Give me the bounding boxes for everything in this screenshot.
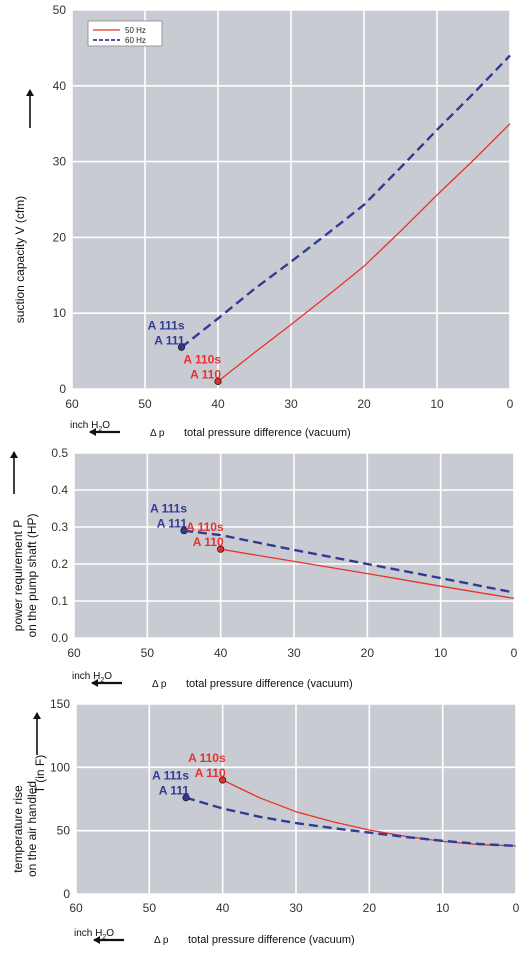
x-tick-label: 20 bbox=[363, 901, 377, 915]
series-line-60hz bbox=[185, 796, 517, 848]
x-axis-caption: total pressure difference (vacuum) bbox=[186, 678, 353, 690]
model-label: A 110 bbox=[190, 367, 221, 381]
model-label: A 111s bbox=[148, 318, 185, 332]
y-tick-label: 100 bbox=[50, 760, 70, 774]
series-line-50hz bbox=[220, 548, 515, 600]
model-label: A 111s bbox=[150, 502, 187, 516]
y-tick-label: 50 bbox=[53, 3, 67, 17]
data-point-marker bbox=[214, 377, 222, 386]
y-axis-label-line: temperature rise bbox=[11, 785, 25, 873]
x-axis-caption: total pressure difference (vacuum) bbox=[184, 427, 351, 439]
y-axis-label-line: on the air handled bbox=[25, 781, 39, 877]
x-tick-label: 0 bbox=[513, 901, 520, 915]
x-tick-label: 50 bbox=[138, 397, 152, 411]
x-tick-label: 20 bbox=[357, 397, 371, 411]
x-tick-label: 0 bbox=[507, 397, 514, 411]
x-axis-caption: total pressure difference (vacuum) bbox=[188, 934, 355, 946]
y-axis-label-line: power requirement P bbox=[11, 520, 25, 631]
legend-label: 60 Hz bbox=[125, 36, 146, 45]
series-line-60hz bbox=[183, 529, 515, 594]
x-unit-label: inch H2O bbox=[74, 928, 114, 941]
y-tick-label: 150 bbox=[50, 697, 70, 711]
series-line-50hz bbox=[217, 123, 511, 382]
y-tick-label: 20 bbox=[53, 230, 67, 244]
x-tick-label: 30 bbox=[289, 901, 303, 915]
y-tick-label: 40 bbox=[53, 79, 67, 93]
y-tick-label: 0.0 bbox=[51, 631, 68, 645]
model-label: A 111 bbox=[154, 333, 185, 347]
x-tick-label: 10 bbox=[430, 397, 444, 411]
y-tick-label: 0.4 bbox=[51, 483, 68, 497]
model-label: A 110 bbox=[195, 766, 226, 780]
x-tick-label: 60 bbox=[65, 397, 79, 411]
x-tick-label: 10 bbox=[436, 901, 450, 915]
x-tick-label: 40 bbox=[211, 397, 225, 411]
x-tick-label: 10 bbox=[434, 646, 448, 660]
delta-p-symbol: Δ p bbox=[154, 935, 169, 946]
model-label: A 110s bbox=[188, 751, 226, 765]
legend-box bbox=[87, 20, 163, 47]
model-label: A 110s bbox=[186, 520, 224, 534]
y-tick-label: 0.2 bbox=[51, 557, 68, 571]
x-tick-label: 30 bbox=[284, 397, 298, 411]
model-label: A 111 bbox=[159, 784, 190, 798]
delta-p-symbol: Δ p bbox=[150, 428, 165, 439]
x-unit-label: inch H2O bbox=[72, 671, 112, 684]
x-tick-label: 20 bbox=[361, 646, 375, 660]
x-tick-label: 30 bbox=[287, 646, 301, 660]
data-point-marker bbox=[182, 794, 190, 802]
x-tick-label: 40 bbox=[214, 646, 228, 660]
x-tick-label: 40 bbox=[216, 901, 230, 915]
delta-p-symbol: Δ p bbox=[152, 679, 167, 690]
data-point-marker bbox=[217, 545, 225, 553]
y-axis-label-line: on the pump shaft (HP) bbox=[25, 513, 39, 637]
x-tick-label: 0 bbox=[511, 646, 518, 660]
model-label: A 110 bbox=[193, 535, 224, 549]
y-tick-label: 30 bbox=[53, 155, 67, 169]
y-tick-label: 10 bbox=[53, 306, 67, 320]
data-point-marker bbox=[180, 527, 188, 535]
y-tick-label: 0 bbox=[59, 382, 66, 396]
y-axis-label-symbol: T (in F) bbox=[33, 755, 47, 793]
legend-label: 50 Hz bbox=[125, 26, 146, 35]
x-tick-label: 50 bbox=[141, 646, 155, 660]
x-tick-label: 50 bbox=[143, 901, 157, 915]
y-tick-label: 0.5 bbox=[51, 446, 68, 460]
x-tick-label: 60 bbox=[69, 901, 83, 915]
y-axis-label: suction capacity V (cfm) bbox=[13, 196, 27, 323]
data-point-marker bbox=[177, 343, 186, 351]
x-tick-label: 60 bbox=[67, 646, 81, 660]
data-point-marker bbox=[219, 776, 227, 784]
y-tick-label: 0 bbox=[63, 887, 70, 901]
model-label: A 111s bbox=[152, 769, 189, 783]
y-tick-label: 0.1 bbox=[51, 594, 68, 608]
y-tick-label: 50 bbox=[57, 824, 71, 838]
model-label: A 111 bbox=[157, 517, 188, 531]
x-unit-label: inch H2O bbox=[70, 420, 110, 433]
y-tick-label: 0.3 bbox=[51, 520, 68, 534]
model-label: A 110s bbox=[183, 352, 221, 366]
